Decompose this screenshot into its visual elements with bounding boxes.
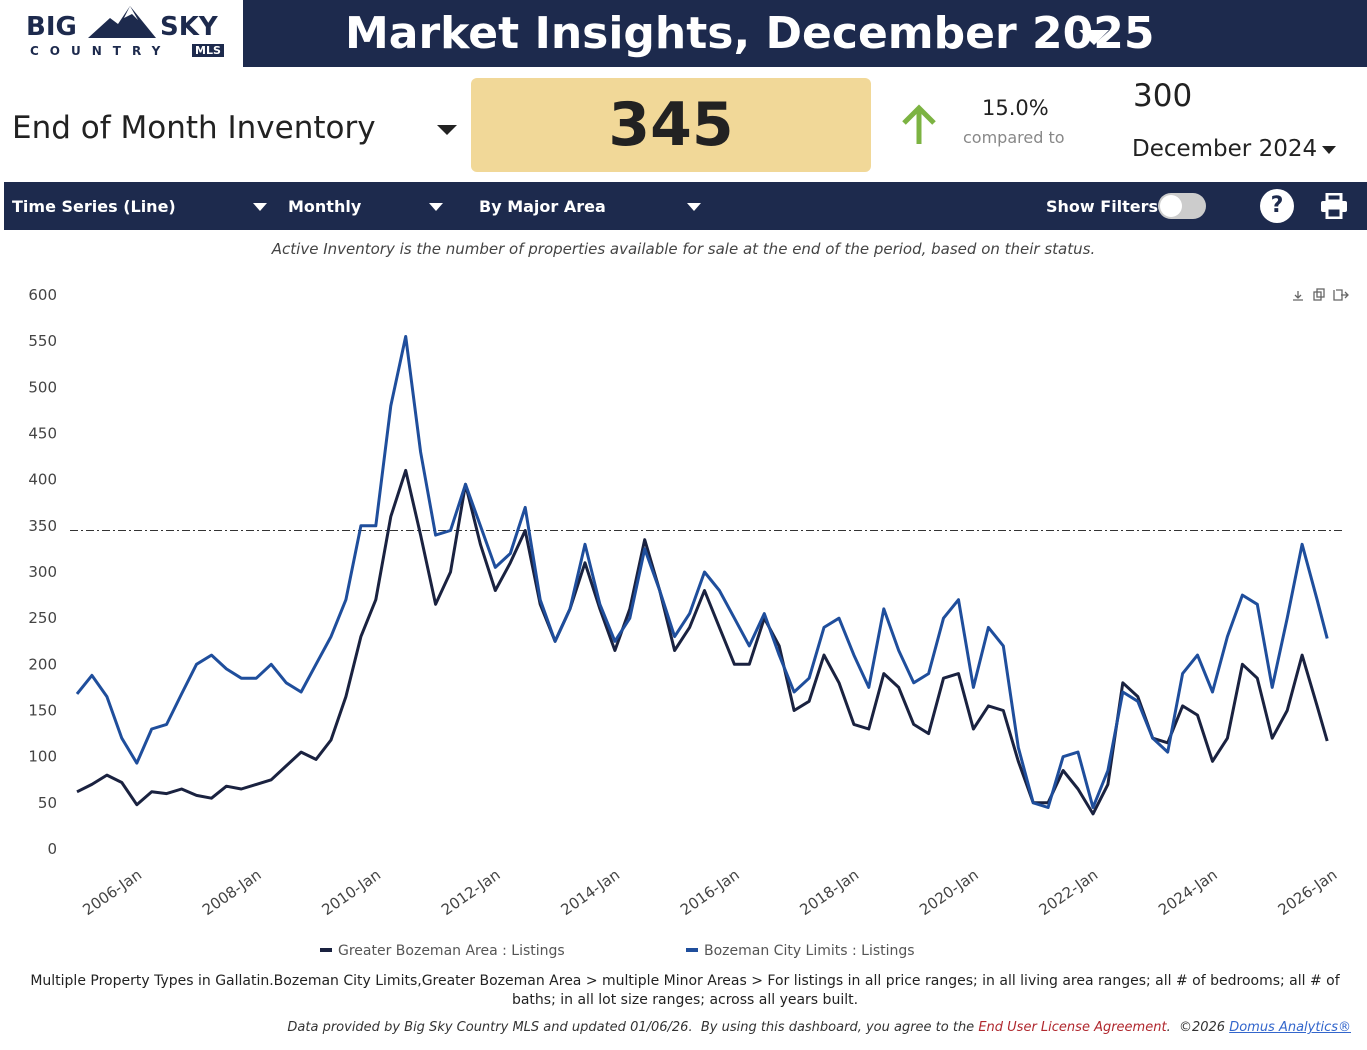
y-tick-label: 200 [28, 655, 57, 673]
title-bar[interactable]: Market Insights, December 2025 [243, 0, 1367, 67]
logo-sky: SKY [160, 12, 218, 42]
description: Active Inventory is the number of proper… [271, 240, 1096, 258]
y-tick-label: 600 [28, 286, 57, 304]
filters-toggle[interactable] [1158, 193, 1206, 219]
credits: Data provided by Big Sky Country MLS and… [287, 1020, 1351, 1035]
y-tick-label: 350 [28, 517, 57, 535]
kpi-compared: compared to [963, 128, 1065, 147]
x-tick-label: 2020-Jan [916, 866, 982, 919]
y-tick-label: 300 [28, 563, 57, 581]
y-tick-label: 550 [28, 332, 57, 350]
title-caret [1079, 30, 1109, 45]
series-line [75, 335, 1329, 809]
x-tick-label: 2024-Jan [1155, 866, 1221, 919]
chart-tools[interactable] [1293, 288, 1349, 301]
chart-type: Time Series (Line) [12, 197, 176, 216]
period-caret [1322, 146, 1336, 154]
license-link[interactable]: End User License Agreement [978, 1020, 1167, 1035]
y-tick-label: 500 [28, 378, 57, 396]
trend-arrow [902, 104, 936, 144]
show-filters-label: Show Filters: [1046, 197, 1165, 216]
x-tick-label: 2026-Jan [1275, 866, 1341, 919]
interval: Monthly [288, 197, 362, 216]
x-tick-label: 2012-Jan [438, 866, 504, 919]
kpi-value: 345 [471, 78, 871, 172]
x-tick-label: 2008-Jan [199, 866, 265, 919]
help-button[interactable]: ? [1260, 189, 1294, 223]
page-title: Market Insights, December 2025 [345, 8, 1155, 59]
logo-country: COUNTRY [30, 44, 172, 58]
toggle-knob [1160, 195, 1182, 217]
caret [687, 203, 701, 211]
x-tick-label: 2016-Jan [677, 866, 743, 919]
credits-middle: . ©2026 [1166, 1020, 1230, 1035]
grouping: By Major Area [479, 197, 606, 216]
caret [253, 203, 267, 211]
series-line [76, 468, 1329, 816]
chart: 0 50 100 150 200 250 300 350 400 450 500 550 600 2006… [28, 286, 1349, 959]
y-tick-label: 50 [38, 794, 57, 812]
previous-value: 300 [1133, 78, 1193, 114]
interval-select[interactable]: Monthly [288, 197, 443, 216]
period-select[interactable]: December 2024 [1132, 136, 1317, 162]
y-tick-label: 250 [28, 609, 57, 627]
y-tick-label: 0 [47, 840, 57, 858]
x-tick-label: 2022-Jan [1036, 866, 1102, 919]
logo-mountain [88, 6, 156, 38]
y-tick-label: 450 [28, 425, 57, 443]
metric-caret [437, 125, 457, 135]
caret [429, 203, 443, 211]
kpi-change: 15.0% [982, 96, 1049, 120]
metric-select[interactable]: End of Month Inventory [12, 110, 376, 146]
y-tick-label: 100 [28, 748, 57, 766]
print-button[interactable] [1320, 193, 1348, 219]
x-tick-label: 2006-Jan [79, 866, 145, 919]
grouping-select[interactable]: By Major Area [479, 197, 701, 216]
x-tick-label: 2010-Jan [318, 866, 384, 919]
toolbar: Time Series (Line) Monthly By Major Area… [4, 182, 1367, 230]
footnote: Multiple Property Types in Gallatin.Boze… [30, 973, 1340, 1008]
credits-text: Data provided by Big Sky Country MLS and… [287, 1020, 979, 1035]
x-tick-label: 2018-Jan [797, 866, 863, 919]
logo-mls: MLS [192, 44, 224, 57]
logo-big: BIG [26, 12, 77, 42]
logo: BIG SKY COUNTRY MLS [0, 0, 243, 67]
legend-label: Bozeman City Limits : Listings [704, 943, 915, 959]
legend-label: Greater Bozeman Area : Listings [338, 943, 565, 959]
metric-name: End of Month Inventory [12, 110, 376, 146]
y-tick-label: 400 [28, 471, 57, 489]
previous-period: December 2024 [1132, 136, 1318, 162]
company-link[interactable]: Domus Analytics® [1229, 1020, 1351, 1035]
y-tick-label: 150 [28, 702, 57, 720]
chart-type-select[interactable]: Time Series (Line) [12, 197, 267, 216]
x-tick-label: 2014-Jan [557, 866, 623, 919]
